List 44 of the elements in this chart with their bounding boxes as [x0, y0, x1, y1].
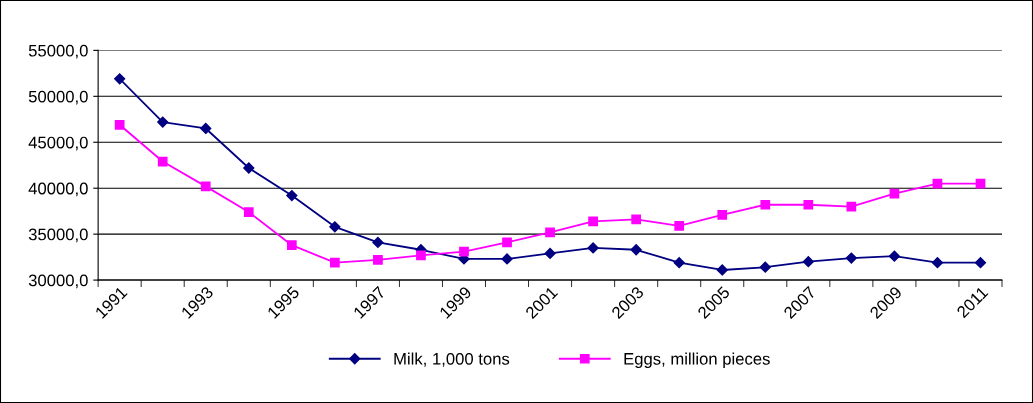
point [631, 214, 642, 225]
point [372, 236, 384, 249]
point [673, 257, 685, 269]
point [760, 199, 771, 210]
point [716, 264, 728, 276]
y-tick-label: 40000,0 [28, 182, 88, 197]
point [114, 119, 125, 130]
point [931, 257, 944, 269]
point [889, 188, 900, 199]
point [588, 216, 598, 227]
y-tick-label: 55000,0 [28, 44, 88, 59]
point [243, 162, 255, 174]
point [674, 221, 685, 231]
point [243, 207, 254, 217]
point [459, 246, 469, 257]
point [803, 199, 814, 210]
legend-label: Milk, 1,000 tons [394, 352, 510, 367]
y-tick-label: 30000,0 [28, 274, 88, 289]
point [587, 242, 599, 254]
y-tick-label: 45000,0 [28, 136, 88, 151]
point [544, 247, 556, 260]
point [759, 261, 771, 273]
point [802, 256, 814, 268]
point [845, 252, 857, 264]
legend-label: Eggs, million pieces [624, 352, 770, 369]
point [545, 227, 555, 238]
point [416, 250, 426, 261]
point [286, 189, 298, 202]
point [200, 122, 212, 135]
point [286, 240, 297, 251]
point [717, 209, 728, 220]
point [200, 181, 211, 192]
point [888, 250, 901, 262]
point [974, 257, 987, 269]
point [114, 73, 126, 85]
point [373, 255, 383, 265]
y-tick-label: 50000,0 [28, 90, 88, 105]
point [502, 237, 512, 248]
point [157, 116, 169, 128]
point [330, 257, 340, 268]
point [630, 244, 642, 256]
point [157, 156, 168, 167]
point [329, 221, 341, 233]
y-tick-label: 35000,0 [28, 228, 88, 243]
